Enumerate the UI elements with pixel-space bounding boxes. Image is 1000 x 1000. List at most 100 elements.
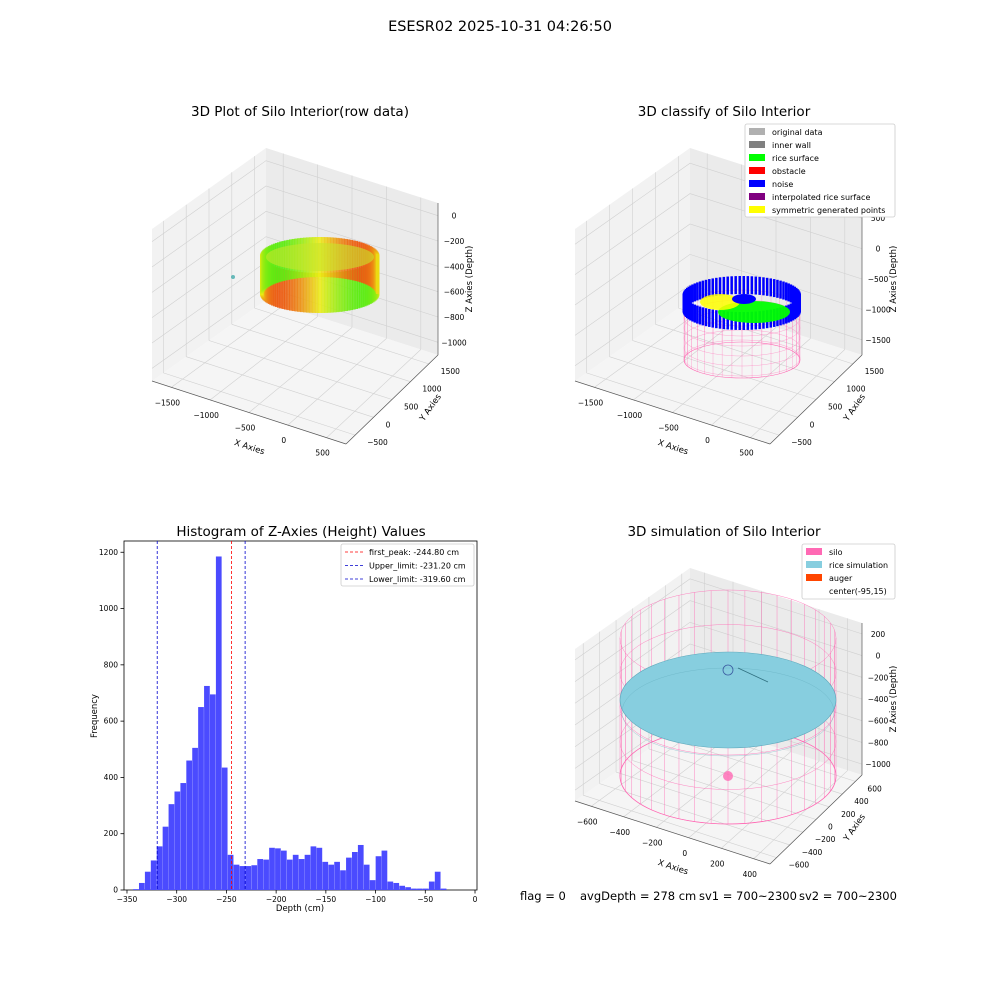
histogram-legend: first_peak: -244.80 cm Upper_limit: -231.…: [340, 543, 475, 587]
panel1-ztick-label: −800: [444, 313, 465, 322]
panel2-noise-point: [693, 304, 697, 323]
panel2-silo-ring: [683, 329, 801, 367]
panel2-noise-point: [754, 276, 758, 295]
panel4-ytick-label: 200: [841, 810, 856, 819]
histogram-bar: [375, 856, 382, 890]
panel2-ytick-label: 500: [828, 403, 843, 412]
panel1-ztick-label: −400: [444, 262, 465, 271]
panel1-ytick-label: 1000: [422, 385, 441, 394]
panel2-legend-label: symmetric generated points: [772, 206, 885, 215]
histogram-bar: [269, 847, 275, 890]
panel1-ztick-label: 0: [452, 212, 457, 221]
panel2-ztick-label: −1500: [865, 336, 891, 345]
histogram-bar: [363, 864, 370, 890]
panel1-ztick-label: −600: [444, 288, 465, 297]
histogram-xtick-label: −200: [266, 895, 287, 904]
panel4-legend-swatch: [806, 574, 822, 581]
histogram-bar: [304, 854, 311, 890]
panel2-grid-y: [678, 307, 853, 365]
histogram-bar: [292, 854, 299, 890]
histogram-yticks: 0 200 400 600 800 1000 1200: [99, 548, 124, 895]
histogram-xtick-label: −100: [365, 895, 386, 904]
panel4-ytick-label: 600: [867, 784, 882, 793]
histogram-bar: [215, 556, 222, 890]
panel1-point-column: [356, 268, 361, 309]
panel2-noise-point: [782, 281, 785, 300]
panel1-point-column: [341, 271, 346, 312]
panel2-legend-swatch: [749, 141, 765, 148]
panel4-grid-z: [574, 578, 863, 661]
panel2-noise-point: [734, 276, 737, 295]
panel1-point-column: [302, 272, 307, 313]
histogram-bar: [156, 846, 163, 890]
histogram-bar: [417, 888, 423, 890]
histogram-bar: [198, 707, 204, 890]
histogram-bar: [150, 860, 157, 890]
panel2-grid-y: [586, 372, 780, 436]
panel4-ytick-label: −200: [815, 835, 836, 844]
panel1-grid-z: [151, 185, 439, 268]
panel1-xlabel: X Axies: [233, 438, 266, 457]
panel2-noise-point: [730, 276, 733, 295]
panel2-legend-swatch: [749, 180, 765, 187]
histogram-legend-label: Lower_limit: -319.60 cm: [369, 575, 466, 584]
histogram-xtick-label: 0: [473, 895, 478, 904]
histogram-bar: [399, 885, 406, 890]
panel1-grid-y: [208, 340, 393, 400]
panel1-point-column: [354, 268, 359, 309]
panel2-legend-box: [744, 123, 896, 218]
histogram-bar: [227, 854, 234, 890]
panel1-point-column: [352, 269, 356, 310]
panel2-noise-point: [711, 278, 714, 297]
panel2-noise-point: [704, 279, 708, 298]
histogram-bar: [286, 859, 293, 890]
panel2-ylabel: Y Axies: [841, 392, 868, 424]
panel4-ztick-label: −800: [868, 738, 889, 747]
panel4-ytick-label: 0: [828, 823, 833, 832]
histogram-bar: [340, 870, 346, 890]
panel2-noise-point: [779, 280, 782, 299]
panel2-noise-point: [765, 277, 769, 296]
panel2-xlabel: X Axies: [656, 438, 689, 457]
panel2-noise-point: [795, 287, 798, 306]
panel2-grid-y: [632, 340, 817, 400]
panel2-noise-point: [722, 276, 726, 295]
panel2-noise-point: [696, 282, 699, 301]
panel2-noise-point: [701, 307, 705, 326]
histogram-bar: [275, 848, 281, 890]
histogram-bar: [257, 859, 264, 890]
histogram-bar: [204, 685, 210, 890]
panel2-pane-floor: [575, 300, 862, 444]
panel2-xtick-label: 0: [705, 436, 710, 445]
panel1-point-column: [338, 271, 343, 312]
histogram-bar: [322, 861, 329, 890]
panel1-point-column: [286, 270, 290, 311]
panel1-point-column: [359, 267, 363, 308]
panel1-xtick-label: −1500: [155, 398, 181, 407]
panel1-point-column: [294, 271, 298, 312]
histogram-chart: −350 −300 −250 −200 −150 −100 −50 0 0 200 400 600 8…: [90, 540, 478, 914]
panel4-legend-swatch: [806, 548, 822, 555]
panel1-point-column: [276, 267, 281, 308]
panel4-grid-y: [615, 771, 803, 833]
panel2-noise-cluster: [732, 294, 756, 304]
histogram-ytick-label: 1000: [99, 604, 118, 613]
panel1-grid-z: [151, 160, 439, 242]
panel2-noise-point: [696, 305, 699, 324]
panel2-noise-point: [715, 277, 718, 296]
panel2-noise-point: [750, 276, 754, 295]
histogram-bar: [239, 866, 246, 890]
histogram-bar: [133, 889, 139, 890]
histogram-bar: [144, 871, 151, 890]
panel1-ztick-label: −200: [444, 237, 465, 246]
panel2-legend-swatch: [749, 154, 765, 161]
panel1-point-column: [300, 272, 304, 313]
panel2-noise-point: [772, 279, 776, 298]
panel1-point-column: [363, 266, 367, 307]
panel2-noise-point: [701, 280, 705, 299]
histogram-bar: [351, 852, 358, 890]
panel4-zlabel: Z Axies (Depth): [889, 666, 899, 733]
panel4-xtick-label: 400: [743, 870, 758, 879]
panel2-x-axis: [574, 380, 771, 445]
